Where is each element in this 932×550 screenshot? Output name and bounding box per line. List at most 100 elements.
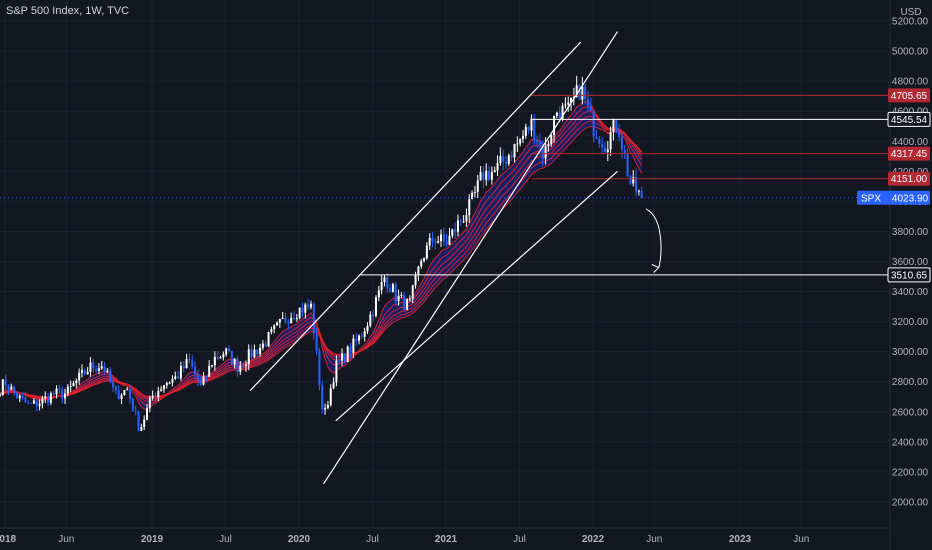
candle-body (555, 112, 558, 116)
price-tick-label: 2200.00 (892, 467, 929, 478)
candle (394, 281, 397, 306)
candle-body (635, 177, 638, 192)
candle (0, 392, 1, 398)
candle (442, 227, 445, 246)
candle (456, 214, 459, 237)
candle (341, 348, 344, 366)
candle-body (44, 396, 47, 399)
candle-body (202, 376, 205, 385)
candle-body (196, 374, 199, 381)
time-axis[interactable]: 2018 Jun 2019 Jul 2020 Jul 2021 Jul 2022 Jun 2023 J… (0, 527, 890, 545)
candle-body (567, 102, 570, 105)
candle (527, 126, 530, 135)
level-price-tag-text: 4151.00 (891, 174, 928, 185)
candle-body (363, 331, 366, 337)
price-axis[interactable]: USD 2000.00 2200.00 2400.00 2600.00 2800.00 30… (857, 0, 932, 550)
candle-body (191, 360, 194, 367)
candle (343, 353, 346, 364)
candle-body (117, 390, 120, 399)
candle-body (553, 115, 556, 135)
candle-body (55, 388, 58, 395)
arrow-curve[interactable] (645, 208, 662, 268)
candle (64, 388, 67, 404)
candle (482, 165, 485, 189)
last-price-tag[interactable]: SPX 4023.90 (857, 190, 930, 205)
level-price-tag[interactable]: 4151.00 (888, 171, 930, 186)
candle (598, 136, 601, 148)
candle (49, 391, 52, 406)
candle-body (411, 285, 414, 299)
projection-arrow[interactable] (645, 208, 662, 273)
candle-body (137, 411, 140, 431)
candle-body (343, 353, 346, 362)
candle (179, 361, 182, 381)
candle-body (425, 245, 428, 259)
candle (488, 165, 491, 182)
price-tick-label: 2600.00 (892, 407, 929, 418)
candle (301, 302, 304, 318)
candle-body (239, 365, 242, 372)
candle (389, 284, 392, 293)
candle-body (338, 360, 341, 362)
candle (295, 313, 298, 322)
candle-body (256, 349, 259, 355)
candle-body (123, 390, 126, 395)
candle (476, 174, 479, 198)
candle-body (97, 368, 100, 371)
price-tick-label: 3600.00 (892, 257, 929, 268)
channel-line[interactable] (322, 31, 619, 485)
candle (202, 371, 205, 386)
candle-body (15, 392, 18, 399)
arrow-head[interactable] (651, 264, 660, 273)
level-price-tag[interactable]: 3510.65 (887, 267, 931, 283)
candle-body (168, 382, 171, 384)
candle-body (584, 86, 587, 100)
candle (168, 381, 171, 385)
candle (213, 351, 216, 371)
candle-body (13, 386, 16, 393)
candle (318, 347, 321, 391)
candle-body (346, 346, 349, 362)
candle (293, 311, 295, 321)
candle (431, 232, 434, 248)
candle-body (423, 258, 426, 261)
candle-body (521, 136, 524, 140)
level-price-tag[interactable]: 4545.54 (887, 111, 931, 127)
candle (35, 399, 38, 412)
candle (499, 147, 502, 166)
horizontal-levels[interactable] (0, 94, 890, 276)
candle-body (18, 395, 21, 399)
candle (191, 355, 194, 370)
price-tick-label: 5000.00 (892, 47, 929, 58)
price-tick-label: 4800.00 (892, 77, 929, 88)
candle-body (640, 190, 643, 198)
level-price-tag[interactable]: 4317.45 (888, 146, 930, 161)
trend-channel[interactable] (249, 31, 619, 485)
candle (555, 111, 558, 119)
price-tick-label: 2800.00 (892, 377, 929, 388)
candle-body (225, 348, 228, 355)
candle (78, 368, 81, 385)
candle (326, 401, 329, 410)
candle (24, 392, 27, 403)
candle-body (131, 398, 134, 411)
candle (601, 136, 604, 154)
channel-line[interactable] (249, 41, 582, 392)
candle (386, 273, 389, 293)
candle (281, 311, 284, 320)
candle (30, 402, 33, 404)
candle (530, 114, 533, 137)
candle-body (309, 303, 312, 308)
candle (400, 292, 403, 299)
channel-line[interactable] (335, 170, 618, 422)
candle (420, 258, 423, 269)
candle (21, 392, 24, 401)
candle-body (199, 380, 202, 385)
level-price-tag[interactable]: 4705.65 (888, 88, 930, 103)
candle (502, 149, 505, 171)
candle (211, 364, 214, 368)
candle (338, 355, 341, 364)
candle (194, 361, 197, 380)
